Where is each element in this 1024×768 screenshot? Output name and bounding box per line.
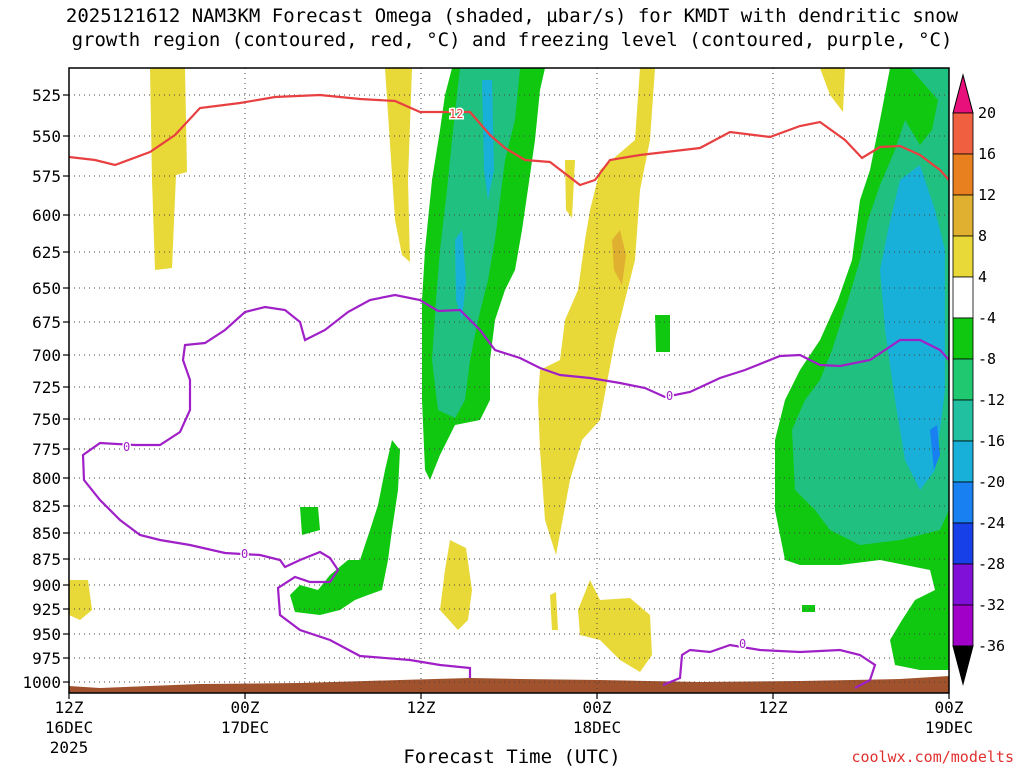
- y-tick-label: 800: [32, 469, 61, 488]
- y-tick-label: 1000: [22, 673, 61, 692]
- x-tick-label: 17DEC: [221, 718, 269, 737]
- y-tick-label: 675: [32, 313, 61, 332]
- contour-label-0: 0: [241, 547, 248, 561]
- colorbar-label: -4: [978, 309, 996, 327]
- y-tick-label: 875: [32, 550, 61, 569]
- terrain-fill: [69, 676, 949, 693]
- x-axis-title: Forecast Time (UTC): [403, 746, 621, 768]
- contour-label-12: 12: [449, 107, 463, 121]
- y-tick-label: 900: [32, 576, 61, 595]
- omega-green-region: [655, 315, 670, 352]
- colorbar-label: -20: [978, 473, 1005, 491]
- x-tick-label: 12Z: [759, 698, 788, 717]
- omega-teal-region: [432, 68, 520, 418]
- freezing-level-contour: [437, 308, 949, 399]
- y-axis: 525 550 575 600 625 650 675 700 725 750 775 800 825 8…: [22, 86, 69, 692]
- x-tick-label: 00Z: [583, 698, 612, 717]
- omega-cyan-region: [482, 80, 494, 200]
- omega-cyan-region: [455, 230, 466, 320]
- colorbar-bin: [952, 276, 974, 319]
- x-tick-label: 12Z: [407, 698, 436, 717]
- freezing-level-contour: [662, 643, 877, 689]
- colorbar-bin: [952, 194, 974, 237]
- omega-green-region: [300, 507, 320, 535]
- omega-green-region: [290, 440, 400, 615]
- colorbar-bin: [952, 481, 974, 524]
- freezing-level-contour: [81, 293, 472, 678]
- x-tick-label: 19DEC: [925, 718, 973, 737]
- title-line-1: 2025121612 NAM3KM Forecast Omega (shaded…: [65, 5, 959, 27]
- omega-yellow-region: [440, 540, 472, 630]
- colorbar-label: 4: [978, 268, 987, 286]
- contour-label-0: 0: [739, 637, 746, 651]
- y-tick-label: 950: [32, 625, 61, 644]
- contour-label-0: 0: [123, 440, 130, 454]
- y-tick-label: 625: [32, 243, 61, 262]
- y-tick-label: 700: [32, 346, 61, 365]
- colorbar-label: -24: [978, 514, 1005, 532]
- colorbar-bin: [952, 153, 974, 196]
- colorbar: 20 16 12 8 4 -4 -8 -12 -16 -20 -24 -28 -32 -36: [952, 73, 1005, 686]
- y-tick-label: 600: [32, 206, 61, 225]
- colorbar-label: -12: [978, 391, 1005, 409]
- colorbar-top-arrow: [952, 73, 974, 114]
- y-tick-label: 575: [32, 167, 61, 186]
- y-tick-label: 650: [32, 279, 61, 298]
- colorbar-bin: [952, 522, 974, 565]
- colorbar-label: -28: [978, 555, 1005, 573]
- omega-blue-region: [930, 425, 940, 470]
- colorbar-bin: [952, 440, 974, 483]
- colorbar-bin: [952, 604, 974, 647]
- x-tick-label: 00Z: [935, 698, 964, 717]
- colorbar-label: -8: [978, 350, 996, 368]
- colorbar-bin: [952, 112, 974, 155]
- colorbar-label: 16: [978, 145, 996, 163]
- x-tick-label: 16DEC: [45, 718, 93, 737]
- colorbar-label: 12: [978, 186, 996, 204]
- y-tick-label: 525: [32, 86, 61, 105]
- contour-label-0: 0: [666, 389, 673, 403]
- plot-frame: [68, 67, 950, 694]
- y-tick-label: 775: [32, 440, 61, 459]
- contours: 12 0 0 0 0: [69, 93, 949, 689]
- omega-yellow-region: [820, 68, 845, 112]
- credit-text: coolwx.com/modelts: [851, 748, 1014, 766]
- colorbar-label: 20: [978, 104, 996, 122]
- x-tick-label: 12Z: [55, 698, 84, 717]
- y-tick-label: 725: [32, 378, 61, 397]
- y-tick-label: 550: [32, 127, 61, 146]
- dendritic-12c-contour: [69, 93, 949, 187]
- y-tick-label: 975: [32, 649, 61, 668]
- omega-green-region: [802, 605, 815, 612]
- colorbar-bottom-arrow: [952, 645, 974, 686]
- omega-yellow-region: [69, 580, 92, 620]
- y-tick-label: 850: [32, 524, 61, 543]
- colorbar-bin: [952, 317, 974, 360]
- omega-yellow-region: [550, 592, 558, 630]
- omega-orange-region: [612, 230, 626, 285]
- y-tick-label: 925: [32, 600, 61, 619]
- x-tick-label: 2025: [50, 738, 89, 757]
- colorbar-bin: [952, 563, 974, 606]
- chart-title: 2025121612 NAM3KM Forecast Omega (shaded…: [0, 4, 1024, 52]
- omega-yellow-region: [385, 68, 412, 262]
- omega-yellow-region: [150, 68, 187, 270]
- omega-shading: [69, 68, 949, 693]
- colorbar-bin: [952, 235, 974, 278]
- colorbar-bin: [952, 358, 974, 401]
- colorbar-label: -16: [978, 432, 1005, 450]
- y-tick-label: 825: [32, 497, 61, 516]
- omega-yellow-region: [538, 68, 655, 555]
- omega-cyan-region: [880, 165, 945, 490]
- x-tick-label: 18DEC: [573, 718, 621, 737]
- x-tick-label: 00Z: [231, 698, 260, 717]
- title-line-2: growth region (contoured, red, °C) and f…: [71, 29, 953, 51]
- colorbar-label: -32: [978, 596, 1005, 614]
- y-tick-label: 750: [32, 410, 61, 429]
- colorbar-label: -36: [978, 637, 1005, 655]
- colorbar-bin: [952, 399, 974, 442]
- colorbar-label: 8: [978, 227, 987, 245]
